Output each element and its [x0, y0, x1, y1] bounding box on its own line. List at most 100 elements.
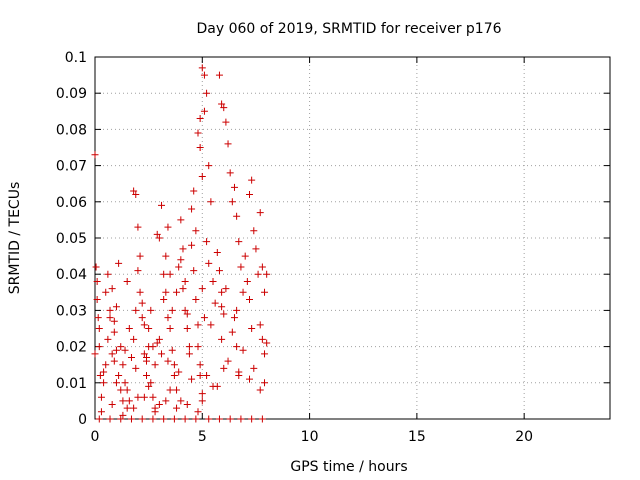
data-point	[200, 314, 208, 322]
data-point	[108, 350, 116, 358]
data-point	[145, 382, 153, 390]
data-point	[153, 339, 161, 347]
data-point	[134, 223, 142, 231]
data-point	[112, 303, 120, 311]
data-point	[158, 350, 166, 358]
data-point	[250, 364, 258, 372]
data-point	[233, 306, 241, 314]
data-point	[125, 397, 133, 405]
data-point	[115, 372, 123, 380]
data-point	[196, 361, 204, 369]
data-point	[95, 325, 103, 332]
chart-title: Day 060 of 2019, SRMTID for receiver p17…	[196, 21, 501, 37]
data-point	[119, 397, 127, 405]
data-point	[194, 129, 202, 137]
data-point	[235, 368, 243, 376]
data-point	[121, 346, 129, 354]
data-point	[94, 314, 102, 322]
data-point	[175, 263, 183, 271]
data-point	[218, 288, 226, 296]
data-point	[222, 118, 230, 126]
data-point	[117, 343, 125, 351]
data-point	[198, 397, 206, 405]
data-point	[138, 415, 146, 423]
data-point	[233, 343, 241, 351]
data-point	[143, 372, 150, 380]
data-point	[160, 270, 168, 278]
data-point	[239, 346, 247, 354]
data-point	[203, 238, 211, 246]
data-point	[160, 296, 168, 304]
data-point	[140, 393, 148, 401]
data-point	[194, 321, 202, 329]
data-point	[93, 296, 101, 304]
data-point	[241, 252, 249, 260]
data-point	[112, 379, 120, 387]
data-point	[207, 321, 215, 329]
y-tick-label: 0.1	[65, 50, 87, 66]
data-point	[112, 346, 120, 354]
data-point	[235, 238, 243, 246]
x-tick-label: 5	[198, 429, 207, 445]
data-point	[110, 317, 118, 325]
data-point	[192, 227, 200, 235]
data-points	[91, 64, 271, 423]
data-point	[246, 375, 253, 383]
data-point	[117, 415, 125, 423]
data-point	[110, 357, 118, 365]
data-point	[183, 310, 191, 318]
data-point	[106, 415, 114, 423]
data-point	[168, 306, 176, 314]
data-point	[211, 299, 219, 307]
data-point	[134, 393, 142, 401]
data-point	[256, 386, 264, 394]
data-point	[136, 288, 144, 296]
data-point	[140, 350, 148, 358]
data-point	[91, 151, 99, 159]
y-tick-label: 0.04	[56, 267, 87, 283]
data-point	[123, 386, 131, 394]
data-point	[218, 335, 226, 343]
data-point	[115, 259, 123, 267]
data-point	[119, 411, 127, 419]
data-point	[177, 216, 185, 224]
x-tick-label: 10	[301, 429, 319, 445]
data-point	[164, 357, 172, 365]
data-point	[258, 263, 266, 271]
data-point	[123, 277, 131, 285]
data-point	[226, 415, 234, 423]
data-point	[198, 390, 206, 398]
data-point	[243, 277, 251, 285]
data-point	[215, 415, 223, 423]
data-point	[166, 325, 174, 332]
data-point	[230, 314, 238, 322]
data-point	[220, 104, 228, 112]
data-point	[185, 343, 193, 351]
data-point	[151, 361, 159, 369]
data-point	[95, 343, 103, 351]
data-point	[263, 339, 271, 347]
data-point	[230, 183, 238, 191]
data-point	[155, 401, 163, 409]
data-point	[237, 263, 245, 271]
data-point	[155, 335, 163, 343]
data-point	[246, 296, 253, 304]
data-point	[106, 306, 114, 314]
data-point	[151, 408, 159, 416]
data-point	[168, 346, 176, 354]
data-point	[205, 259, 213, 267]
data-point	[215, 71, 223, 79]
data-point	[173, 288, 181, 296]
data-point	[192, 415, 200, 423]
data-point	[261, 350, 269, 358]
data-point	[181, 306, 189, 314]
y-tick-label: 0	[78, 412, 87, 428]
data-point	[213, 382, 221, 390]
data-point	[149, 415, 157, 423]
data-point	[134, 267, 142, 275]
data-point	[198, 172, 206, 180]
data-point	[181, 277, 189, 285]
data-point	[147, 379, 155, 387]
data-point	[222, 285, 230, 293]
axis-ticks: 0 0.01 0.02 0.03 0.04 0.05 0.06 0.07 0.08 0.09 0.1…	[56, 50, 610, 445]
